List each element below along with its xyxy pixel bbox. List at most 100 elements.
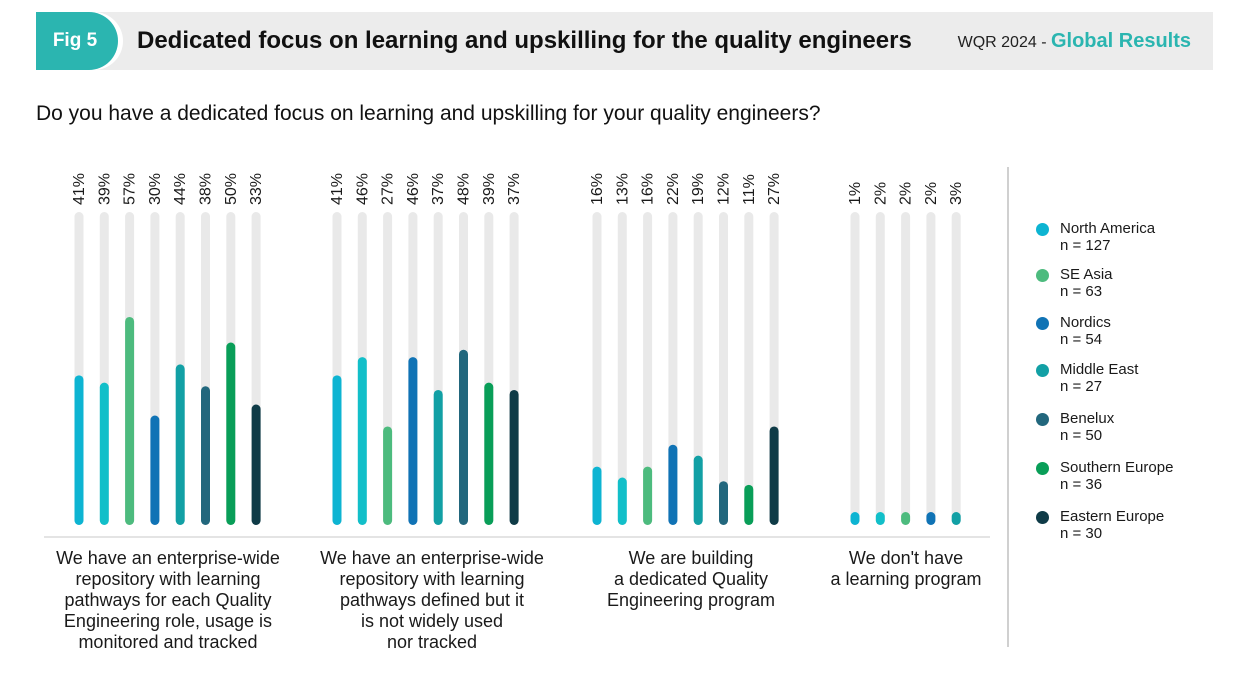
category-label: We have an enterprise-wide repository wit… bbox=[312, 548, 552, 653]
data-bar bbox=[99, 382, 109, 525]
category-label-line: We don't have bbox=[848, 548, 964, 568]
legend-sample-size: n = 27 bbox=[1060, 378, 1103, 395]
bar-track bbox=[951, 212, 961, 525]
legend-series-name: Southern Europe bbox=[1060, 459, 1174, 476]
data-bar bbox=[201, 386, 210, 525]
bar-track bbox=[901, 212, 911, 525]
category-label-line: We have an enterprise-wide bbox=[56, 548, 280, 568]
data-value-label: 48% bbox=[456, 173, 473, 205]
data-value-label: 50% bbox=[223, 173, 240, 205]
survey-question: Do you have a dedicated focus on learnin… bbox=[36, 102, 821, 125]
data-bar bbox=[175, 364, 185, 525]
category-label-line: is not widely used bbox=[360, 611, 504, 631]
legend-sample-size: n = 30 bbox=[1060, 525, 1103, 542]
data-value-label: 11% bbox=[741, 174, 758, 205]
data-bar bbox=[408, 357, 418, 525]
data-bar bbox=[251, 404, 261, 525]
data-value-label: 39% bbox=[96, 173, 113, 205]
category-label: We don't have a learning program bbox=[786, 548, 1026, 590]
category-label-line: We are building bbox=[628, 548, 754, 568]
data-value-label: 41% bbox=[71, 173, 88, 205]
bar-track bbox=[693, 212, 703, 525]
bar-track bbox=[875, 212, 885, 525]
data-bar bbox=[850, 512, 860, 525]
category-label-line: nor tracked bbox=[386, 632, 478, 652]
legend-sample-size: n = 54 bbox=[1060, 331, 1103, 348]
data-value-label: 30% bbox=[147, 173, 164, 205]
data-value-label: 37% bbox=[506, 173, 523, 205]
data-value-label: 33% bbox=[248, 173, 265, 205]
category-label-line: Engineering role, usage is bbox=[63, 611, 273, 631]
legend-swatch-icon bbox=[1036, 269, 1049, 282]
data-bar bbox=[926, 512, 936, 525]
data-bar bbox=[617, 477, 627, 525]
bar-track bbox=[850, 212, 860, 525]
data-value-label: 1% bbox=[847, 182, 864, 205]
figure-header: Fig 5 Dedicated focus on learning and up… bbox=[36, 12, 1213, 70]
legend-series-name: Middle East bbox=[1060, 361, 1139, 378]
data-value-label: 16% bbox=[640, 173, 657, 205]
legend-sample-size: n = 127 bbox=[1060, 237, 1111, 254]
data-value-label: 38% bbox=[198, 173, 215, 205]
category-label: We have an enterprise-wide repository wit… bbox=[48, 548, 288, 653]
data-bar bbox=[459, 349, 468, 525]
data-value-label: 41% bbox=[329, 173, 346, 205]
data-bar bbox=[643, 466, 653, 525]
data-value-label: 12% bbox=[716, 173, 733, 205]
legend-swatch-icon bbox=[1036, 462, 1049, 475]
legend-divider bbox=[1007, 167, 1009, 647]
data-value-label: 57% bbox=[122, 173, 139, 205]
data-bar bbox=[719, 481, 728, 525]
data-bar bbox=[744, 484, 754, 525]
category-label-line: a dedicated Quality bbox=[613, 569, 769, 589]
category-label-line: monitored and tracked bbox=[78, 632, 258, 652]
data-bar bbox=[332, 375, 342, 525]
category-label-line: repository with learning bbox=[339, 569, 525, 589]
category-label: We are building a dedicated Quality Engine… bbox=[571, 548, 811, 611]
data-value-label: 39% bbox=[481, 173, 498, 205]
data-bar bbox=[875, 512, 885, 525]
legend-sample-size: n = 63 bbox=[1060, 283, 1103, 300]
legend-series-name: Nordics bbox=[1060, 314, 1111, 331]
category-label-line: a learning program bbox=[830, 569, 982, 589]
data-value-label: 3% bbox=[948, 182, 965, 205]
bar-track bbox=[617, 212, 627, 525]
data-value-label: 13% bbox=[614, 173, 631, 205]
legend-series-name: North America bbox=[1060, 220, 1156, 237]
bar-track bbox=[719, 212, 728, 525]
legend-swatch-icon bbox=[1036, 317, 1049, 330]
data-value-label: 46% bbox=[354, 173, 371, 205]
legend-sample-size: n = 50 bbox=[1060, 427, 1103, 444]
data-value-label: 16% bbox=[589, 173, 606, 205]
data-bar bbox=[74, 375, 84, 525]
category-label-line: We have an enterprise-wide bbox=[320, 548, 544, 568]
category-label-line: pathways for each Quality bbox=[64, 590, 272, 610]
legend-swatch-icon bbox=[1036, 413, 1049, 426]
data-value-label: 19% bbox=[690, 173, 707, 205]
legend-series-name: Benelux bbox=[1060, 410, 1115, 427]
data-value-label: 22% bbox=[665, 173, 682, 205]
bar-track bbox=[643, 212, 653, 525]
figure-number-badge: Fig 5 bbox=[36, 12, 118, 70]
data-bar bbox=[150, 415, 160, 525]
brand-accent: Global Results bbox=[1050, 30, 1191, 52]
data-bar bbox=[592, 466, 602, 525]
data-value-label: 2% bbox=[898, 182, 915, 205]
data-bar bbox=[125, 316, 135, 525]
data-bar bbox=[357, 357, 367, 525]
brand-prefix: WQR 2024 - bbox=[957, 34, 1051, 51]
legend-swatch-icon bbox=[1036, 364, 1049, 377]
legend-swatch-icon bbox=[1036, 223, 1049, 236]
data-value-label: 44% bbox=[172, 173, 189, 205]
data-bar bbox=[951, 512, 961, 525]
data-bar bbox=[484, 382, 494, 525]
report-brand: WQR 2024 - Global Results bbox=[958, 12, 1191, 72]
data-bar bbox=[433, 389, 443, 525]
category-label-line: Engineering program bbox=[606, 590, 776, 610]
category-label-line: pathways defined but it bbox=[339, 590, 525, 610]
data-value-label: 27% bbox=[766, 173, 783, 205]
figure-title: Dedicated focus on learning and upskilli… bbox=[137, 27, 912, 54]
data-bar bbox=[901, 512, 911, 525]
legend-series-name: SE Asia bbox=[1060, 266, 1113, 283]
data-bar bbox=[383, 426, 393, 525]
